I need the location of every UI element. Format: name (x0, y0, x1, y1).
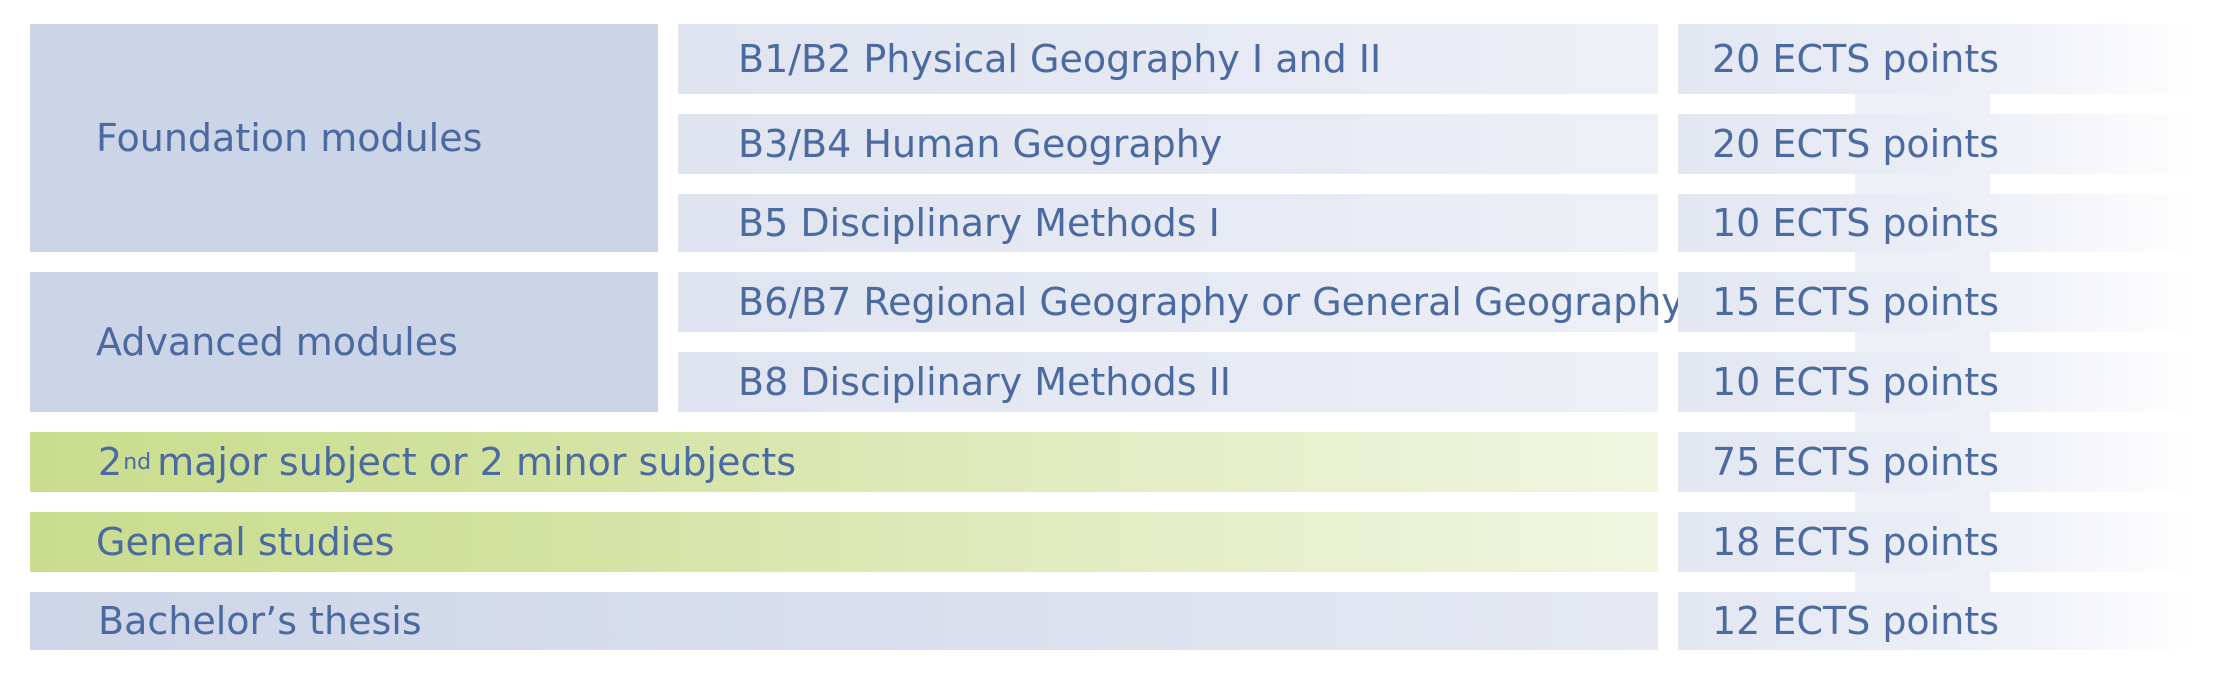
ects-cell-bachelors-thesis: 12 ECTS points (1678, 592, 2198, 650)
ects-cell-b1-b2: 20 ECTS points (1678, 24, 2198, 94)
group-foundation-modules: Foundation modules (30, 24, 658, 252)
bachelors-thesis-label: Bachelor’s thesis (98, 599, 422, 643)
ects-unit: points (1882, 440, 2000, 484)
group-advanced-modules: Advanced modules (30, 272, 658, 412)
ects-value: 10 ECTS (1712, 360, 1871, 404)
ects-cell-second-major: 75 ECTS points (1678, 432, 2198, 492)
ects-cell-b6-b7: 15 ECTS points (1678, 272, 2198, 332)
ects-cell-b8: 10 ECTS points (1678, 352, 2198, 412)
second-major-number: 2 (98, 440, 123, 484)
module-title: B3/B4 Human Geography (738, 122, 1223, 166)
row-general-studies: General studies (30, 512, 1658, 572)
ects-value: 12 ECTS (1712, 599, 1871, 643)
module-title: B1/B2 Physical Geography I and II (738, 37, 1382, 81)
module-row-b6-b7: B6/B7 Regional Geography or General Geog… (678, 272, 1684, 332)
ects-value: 75 ECTS (1712, 440, 1871, 484)
ects-unit: points (1882, 122, 2000, 166)
ects-value: 20 ECTS (1712, 37, 1871, 81)
ects-unit: points (1882, 599, 2000, 643)
ects-cell-b3-b4: 20 ECTS points (1678, 114, 2198, 174)
module-title: B6/B7 Regional Geography or General Geog… (738, 280, 1684, 324)
module-row-b3-b4: B3/B4 Human Geography (678, 114, 1658, 174)
ects-unit: points (1882, 520, 2000, 564)
second-major-label: major subject or 2 minor subjects (157, 440, 797, 484)
module-row-b1-b2: B1/B2 Physical Geography I and II (678, 24, 1658, 94)
row-bachelors-thesis: Bachelor’s thesis (30, 592, 1658, 650)
ects-cell-b5: 10 ECTS points (1678, 194, 2198, 252)
ects-value: 10 ECTS (1712, 201, 1871, 245)
general-studies-label: General studies (96, 520, 395, 564)
ects-unit: points (1882, 37, 2000, 81)
module-row-b8: B8 Disciplinary Methods II (678, 352, 1658, 412)
ects-unit: points (1882, 280, 2000, 324)
ects-unit: points (1882, 201, 2000, 245)
group-advanced-label: Advanced modules (96, 320, 458, 364)
ects-value: 15 ECTS (1712, 280, 1871, 324)
group-foundation-label: Foundation modules (96, 116, 483, 160)
module-title: B5 Disciplinary Methods I (738, 201, 1220, 245)
second-major-ordinal: nd (123, 449, 152, 475)
ects-value: 20 ECTS (1712, 122, 1871, 166)
module-row-b5: B5 Disciplinary Methods I (678, 194, 1658, 252)
ects-cell-general-studies: 18 ECTS points (1678, 512, 2198, 572)
ects-value: 18 ECTS (1712, 520, 1871, 564)
module-title: B8 Disciplinary Methods II (738, 360, 1231, 404)
ects-unit: points (1882, 360, 2000, 404)
